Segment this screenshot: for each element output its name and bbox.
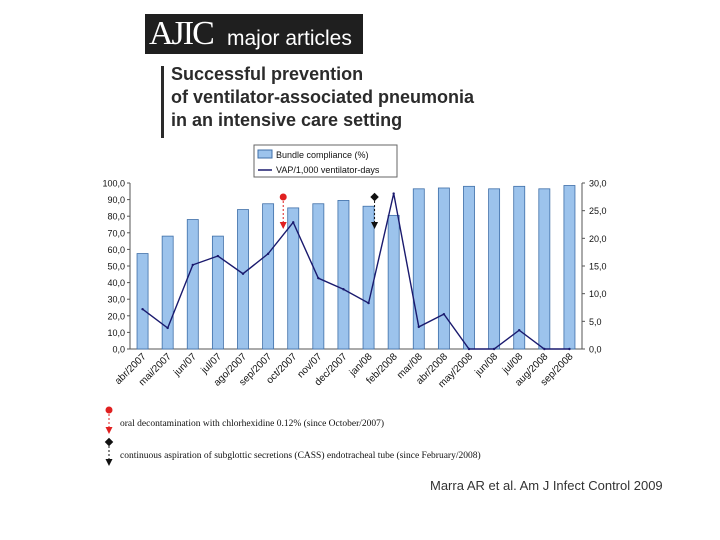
bar-bundle-compliance (513, 185, 526, 350)
x-tick-label: jun/08 (472, 351, 500, 379)
cass-marker-arrowhead (371, 222, 379, 229)
x-tick-label: jun/07 (171, 351, 199, 379)
left-axis-tick-label: 10,0 (107, 328, 125, 338)
left-axis-tick-label: 0,0 (112, 345, 125, 355)
left-axis-tick-label: 90,0 (107, 195, 125, 205)
title-line-2: of ventilator-associated pneumonia (171, 87, 475, 107)
vap-point (518, 328, 521, 332)
bar-bundle-compliance (488, 188, 501, 350)
bar-bundle-compliance (262, 203, 275, 350)
logo-text-ajic: AJIC (149, 15, 215, 52)
right-axis-tick-label: 5,0 (589, 317, 602, 327)
footnote-text: continuous aspiration of subglottic secr… (120, 450, 481, 461)
right-axis-tick-label: 0,0 (589, 345, 602, 355)
bar-bundle-compliance (211, 235, 224, 350)
left-axis-tick-label: 60,0 (107, 245, 125, 255)
left-axis-tick-label: 70,0 (107, 228, 125, 238)
chart-vap-line (141, 192, 571, 351)
vap-point (342, 288, 345, 291)
legend-bar-swatch (257, 149, 273, 159)
bar-bundle-compliance (161, 235, 174, 350)
left-axis-tick-label: 30,0 (107, 295, 125, 305)
title-line-3: in an intensive care setting (171, 110, 403, 130)
vap-point (417, 325, 420, 329)
citation: Marra AR et al. Am J Infect Control 2009 (430, 478, 663, 493)
right-axis-tick-label: 15,0 (589, 262, 607, 272)
vap-series-line (142, 193, 570, 350)
vap-point (392, 192, 395, 195)
chart-footnotes: oral decontamination with chlorhexidine … (104, 406, 481, 466)
left-axis-tick-label: 50,0 (107, 262, 125, 272)
title-line-1: Successful prevention (171, 64, 364, 84)
title-rule (161, 66, 164, 138)
vap-point (492, 347, 496, 351)
article-title: Successful prevention of ventilator-asso… (171, 63, 591, 132)
footnote-marker-arrowhead (105, 427, 113, 434)
bar-bundle-compliance (538, 188, 551, 350)
vap-point (216, 254, 220, 258)
bar-bundle-compliance (412, 188, 425, 350)
chart-bars (136, 185, 576, 350)
logo-text-major-articles: major articles (227, 27, 352, 50)
cass-marker-head (370, 192, 379, 202)
bar-bundle-compliance (563, 185, 576, 350)
footnote-black-marker-head (104, 437, 114, 447)
bar-bundle-compliance (463, 185, 475, 350)
journal-logo: AJIC major articles (145, 14, 363, 54)
bar-bundle-compliance (136, 253, 149, 350)
legend-label-bundle-compliance: Bundle compliance (%) (276, 150, 369, 160)
right-axis-tick-label: 30,0 (589, 179, 607, 189)
bar-bundle-compliance (237, 209, 249, 350)
vap-point (543, 347, 546, 351)
bar-bundle-compliance (337, 200, 350, 350)
vap-point (367, 301, 370, 305)
chart-legend: Bundle compliance (%) VAP/1,000 ventilat… (253, 144, 398, 178)
vap-point (241, 272, 245, 275)
left-axis-tick-label: 20,0 (107, 311, 125, 321)
right-axis-tick-label: 25,0 (589, 206, 607, 216)
bar-bundle-compliance (287, 207, 300, 350)
vap-point (266, 252, 270, 256)
left-axis-tick-label: 40,0 (107, 278, 125, 288)
footnote-text: oral decontamination with chlorhexidine … (120, 418, 384, 429)
left-axis-tick-label: 80,0 (107, 212, 125, 222)
bar-bundle-compliance (437, 187, 450, 350)
vap-point (317, 276, 320, 280)
chlorhexidine-marker-arrowhead (279, 222, 287, 229)
legend-label-vap: VAP/1,000 ventilator-days (276, 165, 380, 175)
bar-bundle-compliance (387, 214, 400, 350)
bar-bundle-compliance (362, 205, 375, 350)
vap-point (292, 221, 295, 224)
vap-point (191, 263, 194, 267)
chlorhexidine-marker-head (279, 193, 287, 201)
footnote-marker-arrowhead (105, 459, 113, 466)
vap-point (141, 307, 144, 311)
vap-point (568, 347, 571, 351)
vap-point (166, 326, 169, 330)
chart-markers (279, 192, 379, 229)
footnote-red-marker-head (105, 406, 113, 414)
vap-point (442, 312, 446, 316)
bar-bundle-compliance (186, 219, 199, 350)
right-axis-tick-label: 10,0 (589, 289, 607, 299)
bar-bundle-compliance (312, 203, 325, 350)
right-axis-tick-label: 20,0 (589, 234, 607, 244)
chart-axes: 100,0 90,0 80,0 70,0 60,0 50,0 40,0 30,0 20,0 10,… (102, 179, 606, 355)
left-axis-tick-label: 100,0 (102, 179, 125, 189)
vap-point (467, 347, 471, 351)
